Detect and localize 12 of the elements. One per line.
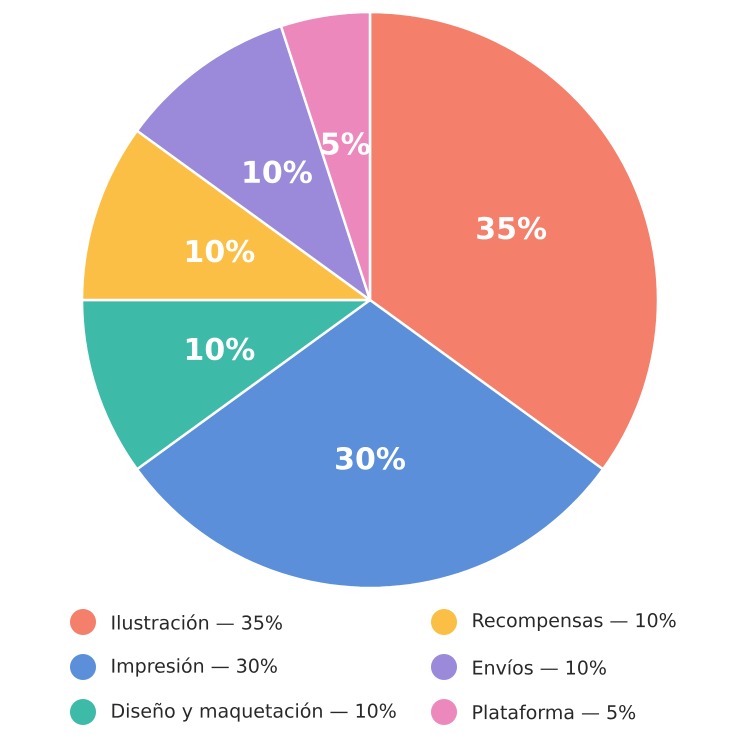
data-label: 10% [186, 240, 254, 262]
data-label: 35% [477, 216, 546, 240]
legend-label: Recompensas — 10% [473, 612, 676, 632]
data-label: 5% [322, 132, 370, 155]
data-label: 10% [186, 338, 254, 360]
legend-label: Plataforma — 5% [473, 704, 636, 720]
legend-label: Diseño y maquetación — 10% [112, 702, 396, 722]
legend-label: Envíos — 10% [473, 659, 606, 675]
data-label: 30% [336, 447, 405, 470]
legend-label: Impresión — 30% [112, 657, 277, 677]
data-label: 10% [244, 160, 312, 184]
legend-label: Ilustración — 35% [112, 614, 282, 630]
